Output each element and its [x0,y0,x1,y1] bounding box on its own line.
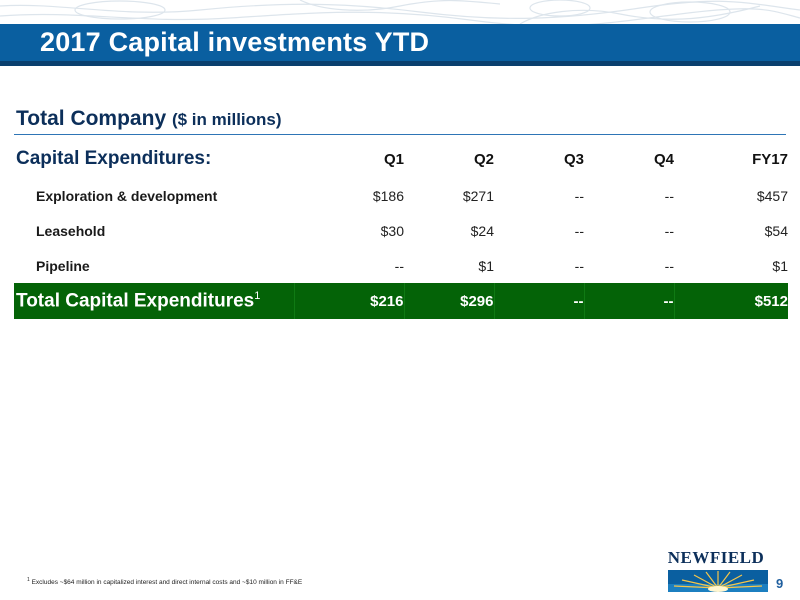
table-cell: $24 [470,222,494,239]
table-header-label: Capital Expenditures: [16,148,212,169]
row-label: Exploration & development [36,187,218,204]
company-logo-icon [668,570,768,592]
table-row: Leasehold $30 $24 -- -- $54 [14,213,788,248]
section-heading-main: Total Company [16,107,167,130]
total-cell: $512 [673,283,788,319]
capex-table: Capital Expenditures: Q1 Q2 Q3 Q4 FY17 E… [14,140,788,319]
row-label: Leasehold [36,222,106,239]
total-label-text: Total Capital Expenditures [16,290,255,312]
table-cell: -- [394,257,404,274]
table-cell: $1 [478,257,494,274]
column-header: Q1 [383,150,404,168]
total-cell: $216 [293,283,404,319]
total-label: Total Capital Expenditures1 [14,283,294,319]
heading-divider [14,134,786,135]
table-cell: $30 [380,222,404,239]
title-bar-accent [0,61,800,66]
footnote-text: Excludes ~$64 million in capitalized int… [31,579,303,587]
table-header-row: Capital Expenditures: Q1 Q2 Q3 Q4 FY17 [14,140,788,178]
slide-title: 2017 Capital investments YTD [40,27,430,57]
table-cell: $271 [462,187,494,204]
company-logo-text: NEWFIELD [667,548,765,567]
total-row: Total Capital Expenditures1 $216 $296 --… [14,283,788,319]
table-cell: $186 [372,187,404,204]
table-cell: $457 [756,187,788,204]
table-cell: -- [574,257,584,274]
total-cell: $296 [403,283,494,319]
total-cell: -- [493,283,584,319]
section-heading-unit: ($ in millions) [171,110,282,129]
table-cell: -- [574,222,584,239]
table-cell: $1 [772,257,788,274]
row-label: Pipeline [36,257,90,274]
table-cell: $54 [764,222,788,239]
topographic-background [0,0,800,24]
table-cell: -- [574,187,584,204]
footnote-reference: 1 [254,289,261,302]
table-cell: -- [664,187,674,204]
table-row: Exploration & development $186 $271 -- -… [14,178,788,213]
section-heading: Total Company ($ in millions) [16,107,282,131]
page-number: 9 [776,576,784,591]
total-cell: -- [583,283,674,319]
column-header: Q3 [563,150,584,168]
table-row: Pipeline -- $1 -- -- $1 [14,248,788,283]
title-bar [0,24,800,66]
column-header: Q2 [473,150,494,168]
table-cell: -- [664,257,674,274]
table-cell: -- [664,222,674,239]
footnote: 1 Excludes ~$64 million in capitalized i… [27,577,302,586]
column-header: Q4 [653,150,674,168]
column-header: FY17 [752,150,788,168]
footnote-marker: 1 [27,577,30,583]
